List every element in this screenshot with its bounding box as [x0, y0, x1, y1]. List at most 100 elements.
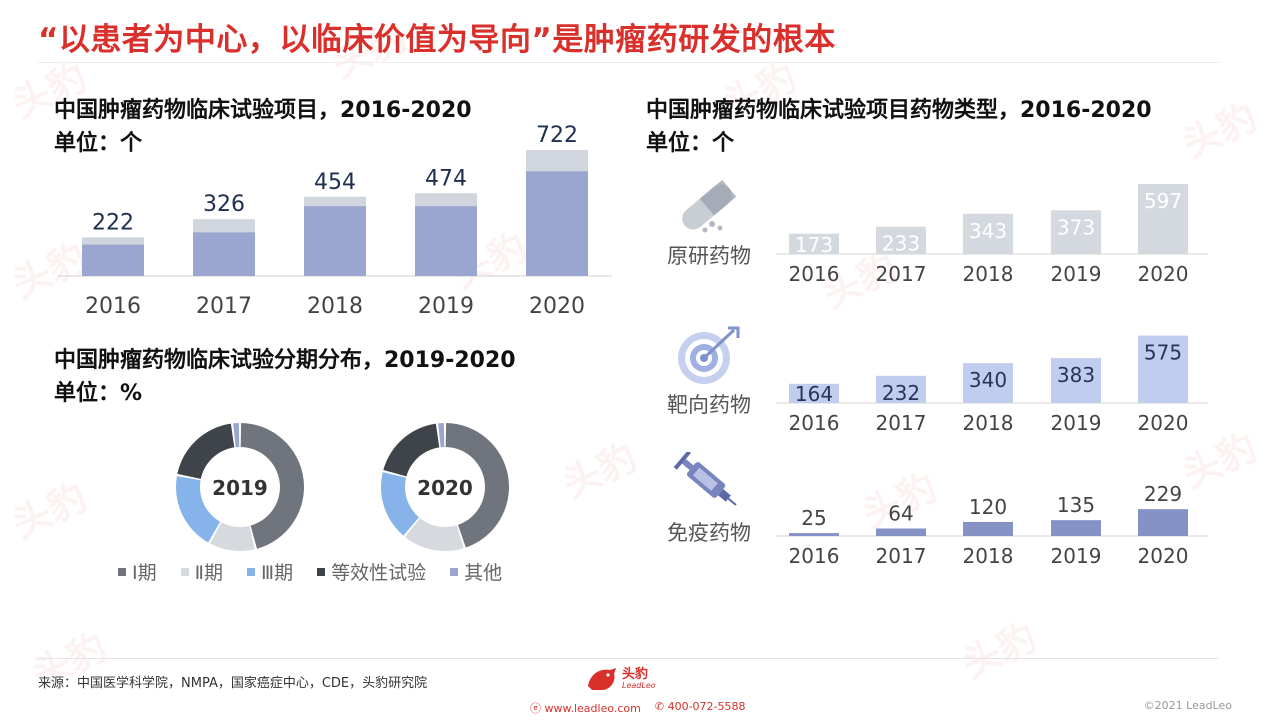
targeted-data-label: 164	[795, 382, 833, 406]
legend-swatch	[246, 567, 255, 576]
category-label-targeted: 靶向药物	[667, 393, 751, 417]
trials-x-tick-label: 2017	[196, 294, 252, 319]
legend-label: Ⅰ期	[132, 562, 157, 584]
trials-chart-unit: 单位：个	[54, 131, 143, 156]
targeted-data-label: 340	[969, 368, 1007, 392]
trials-data-label: 474	[425, 166, 467, 191]
phase-chart-title: 中国肿瘤药物临床试验分期分布，2019-2020	[54, 348, 516, 373]
syringe-icon	[672, 450, 742, 516]
legend-item-equivalence: 等效性试验	[317, 558, 426, 585]
original-data-label: 173	[795, 233, 833, 257]
web-icon: ⓔ	[530, 702, 545, 715]
original-bar	[876, 226, 926, 254]
original-x-tick-label: 2020	[1138, 262, 1189, 286]
donut-2020-slice	[380, 472, 419, 536]
targeted-data-label: 383	[1057, 363, 1095, 387]
trials-bar	[304, 206, 366, 276]
types-chart-unit: 单位：个	[646, 131, 735, 156]
targeted-bar	[876, 375, 926, 403]
leopard-logo-icon	[588, 668, 616, 690]
pill-capsule-icon	[672, 178, 742, 240]
donut-2019-slice	[240, 423, 304, 549]
legend-item-other: 其他	[450, 558, 502, 585]
trials-bar	[415, 206, 477, 276]
trials-chart-title: 中国肿瘤药物临床试验项目，2016-2020	[54, 98, 472, 123]
trials-bar	[526, 171, 588, 276]
website-text: www.leadleo.com	[544, 702, 641, 715]
immuno-x-tick-label: 2016	[789, 544, 840, 568]
trials-data-label: 722	[536, 123, 578, 148]
trials-data-label: 222	[92, 210, 134, 235]
footer-divider	[38, 658, 1218, 659]
original-bar	[789, 233, 839, 254]
legend-label: Ⅲ期	[260, 562, 294, 584]
copyright: ©2021 LeadLeo	[1143, 699, 1232, 712]
trials-x-tick-label: 2018	[307, 294, 363, 319]
immuno-data-label: 64	[888, 501, 913, 525]
brand-sub: LeadLeo	[622, 681, 656, 690]
legend-item-phase1: Ⅰ期	[118, 558, 157, 585]
immuno-x-tick-label: 2018	[963, 544, 1014, 568]
targeted-x-tick-label: 2019	[1051, 411, 1102, 435]
targeted-data-label: 232	[882, 381, 920, 405]
donut-2019-slice	[210, 522, 255, 552]
website-link[interactable]: ⓔ www.leadleo.com	[530, 700, 641, 716]
targeted-x-tick-label: 2018	[963, 411, 1014, 435]
original-data-label: 343	[969, 219, 1007, 243]
original-data-label: 597	[1144, 189, 1182, 213]
trials-bar	[82, 244, 144, 276]
donut-2019-slice	[233, 423, 240, 448]
targeted-x-tick-label: 2016	[789, 411, 840, 435]
original-data-label: 373	[1057, 215, 1095, 239]
targeted-x-tick-label: 2020	[1138, 411, 1189, 435]
immuno-x-tick-label: 2019	[1051, 544, 1102, 568]
trials-data-label: 454	[314, 170, 356, 195]
immuno-bar	[876, 528, 926, 536]
immuno-data-label: 120	[969, 495, 1007, 519]
phase-chart-unit: 单位：%	[54, 381, 143, 406]
legend-label: 等效性试验	[331, 562, 427, 584]
legend-label: 其他	[464, 562, 503, 584]
original-x-tick-label: 2018	[963, 262, 1014, 286]
types-chart-title: 中国肿瘤药物临床试验项目药物类型，2016-2020	[646, 98, 1152, 123]
target-icon	[672, 326, 742, 390]
original-data-label: 233	[882, 232, 920, 256]
targeted-bar	[789, 383, 839, 403]
immuno-bar	[1138, 509, 1188, 536]
immuno-bar	[789, 533, 839, 536]
immuno-x-tick-label: 2020	[1138, 544, 1189, 568]
original-x-tick-label: 2016	[789, 262, 840, 286]
page-title: “以患者为中心，以临床价值为导向”是肿瘤药研发的根本	[38, 22, 836, 58]
targeted-bar	[1138, 335, 1188, 403]
phase-legend: Ⅰ期 Ⅱ期 Ⅲ期 等效性试验 其他	[118, 558, 502, 585]
donut-2019-slice	[175, 476, 221, 543]
original-x-tick-label: 2017	[876, 262, 927, 286]
immuno-bar	[1051, 520, 1101, 536]
legend-item-phase2: Ⅱ期	[180, 558, 223, 585]
brand-name: 头豹	[622, 667, 649, 682]
legend-label: Ⅱ期	[194, 562, 223, 584]
legend-swatch	[450, 567, 459, 576]
category-label-immuno: 免疫药物	[667, 521, 751, 545]
immuno-data-label: 229	[1144, 482, 1182, 506]
title-divider	[38, 62, 1220, 63]
legend-swatch	[118, 567, 126, 576]
donut-2020-center-label: 2020	[417, 476, 473, 500]
donut-2020-slice	[438, 423, 445, 448]
brand-logo: 头豹 LeadLeo	[586, 666, 656, 692]
original-bar	[1138, 184, 1188, 254]
targeted-bar	[963, 363, 1013, 403]
original-bar	[963, 213, 1013, 254]
legend-swatch	[180, 567, 189, 576]
immuno-bar	[963, 521, 1013, 536]
targeted-bar	[1051, 358, 1101, 403]
donut-2020-slice	[383, 423, 440, 477]
contact-info: ⓔ www.leadleo.com ✆ 400-072-5588	[530, 700, 746, 716]
phone-number: ✆ 400-072-5588	[655, 700, 746, 716]
targeted-x-tick-label: 2017	[876, 411, 927, 435]
category-label-original: 原研药物	[667, 244, 751, 268]
legend-swatch	[317, 567, 326, 576]
immuno-data-label: 25	[801, 506, 826, 530]
trials-x-tick-label: 2016	[85, 294, 141, 319]
